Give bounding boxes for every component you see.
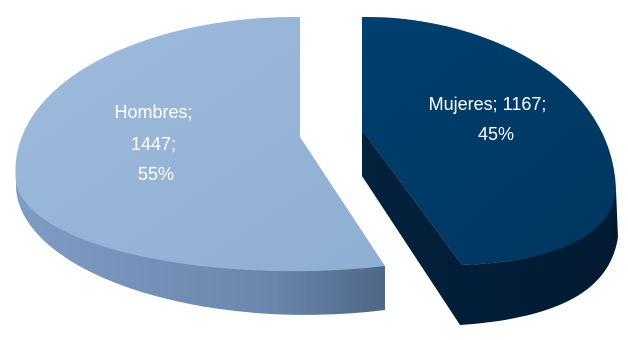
- slice-hombres-top: [15, 16, 385, 272]
- slice-hombres-label: Hombres; 1447; 55%: [114, 102, 197, 184]
- slice-mujeres-label: Mujeres; 1167; 45%: [429, 94, 552, 144]
- slice-mujeres-label-line2: 45%: [478, 124, 514, 144]
- slice-mujeres-label-line1: Mujeres; 1167;: [429, 94, 547, 114]
- slice-mujeres-top: [362, 16, 616, 265]
- slice-hombres-label-line2: 1447;: [131, 134, 176, 154]
- slice-hombres: Hombres; 1447; 55%: [15, 16, 385, 315]
- slice-hombres-label-line1: Hombres;: [114, 102, 192, 122]
- slice-hombres-label-line3: 55%: [138, 164, 174, 184]
- slice-mujeres: Mujeres; 1167; 45%: [362, 16, 618, 325]
- slice-mujeres-side: [362, 130, 618, 325]
